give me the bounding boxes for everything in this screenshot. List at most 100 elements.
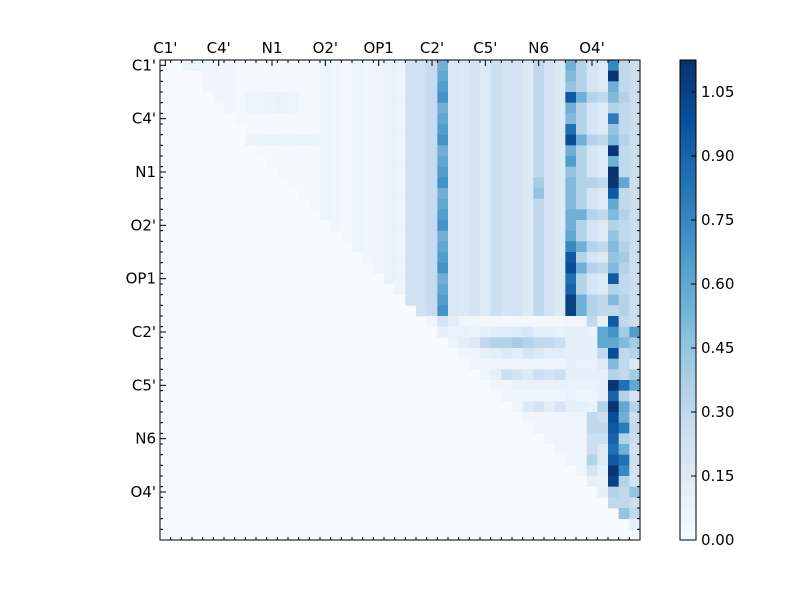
heatmap-cell — [394, 188, 406, 200]
heatmap-cell — [490, 145, 502, 157]
heatmap-cell — [522, 337, 534, 349]
heatmap-cell — [576, 284, 588, 296]
heatmap-cell — [373, 241, 385, 253]
heatmap-cell — [533, 220, 545, 232]
heatmap-cell — [394, 156, 406, 168]
heatmap-cell — [352, 92, 364, 104]
heatmap-cell — [384, 166, 396, 178]
heatmap-cell — [586, 262, 598, 274]
heatmap-cell — [629, 124, 641, 136]
heatmap-cell — [480, 188, 492, 200]
heatmap-cell — [394, 102, 406, 114]
heatmap-cell — [586, 156, 598, 168]
heatmap-cell — [565, 380, 577, 392]
heatmap-cell — [522, 252, 534, 264]
heatmap-cell — [586, 198, 598, 210]
heatmap-cell — [373, 230, 385, 242]
heatmap-cell — [544, 92, 556, 104]
heatmap-cell — [586, 124, 598, 136]
heatmap-cell — [309, 124, 321, 136]
heatmap-cell — [448, 209, 460, 221]
heatmap-cell — [341, 134, 353, 146]
heatmap-cell — [533, 294, 545, 306]
heatmap-cell — [576, 113, 588, 125]
heatmap-cell — [501, 369, 513, 381]
heatmap-cell — [597, 454, 609, 466]
heatmap-cell — [480, 198, 492, 210]
heatmap-cell — [608, 81, 620, 93]
heatmap-cell — [437, 124, 449, 136]
heatmap-cell — [629, 348, 641, 360]
heatmap-cell — [586, 305, 598, 317]
heatmap-cell — [618, 166, 630, 178]
heatmap-cell — [384, 113, 396, 125]
heatmap-cell — [394, 81, 406, 93]
heatmap-cell — [554, 262, 566, 274]
heatmap-cell — [448, 294, 460, 306]
heatmap-cell — [597, 220, 609, 232]
heatmap-cell — [533, 316, 545, 328]
heatmap-cell — [618, 284, 630, 296]
heatmap-cell — [597, 166, 609, 178]
heatmap-cell — [362, 60, 374, 72]
heatmap-cell — [597, 465, 609, 477]
heatmap-cell — [608, 145, 620, 157]
heatmap-cell — [245, 134, 257, 146]
heatmap-cell — [608, 326, 620, 338]
heatmap-cell — [554, 188, 566, 200]
heatmap-cell — [266, 134, 278, 146]
heatmap-cell — [480, 70, 492, 82]
heatmap-cell — [480, 337, 492, 349]
heatmap-cell — [277, 81, 289, 93]
heatmap-cell — [256, 92, 268, 104]
heatmap-cell — [394, 113, 406, 125]
heatmap-cell — [586, 348, 598, 360]
heatmap-cell — [544, 348, 556, 360]
heatmap-cell — [544, 316, 556, 328]
heatmap-cell — [501, 390, 513, 402]
heatmap-cell — [608, 412, 620, 424]
heatmap-cell — [437, 241, 449, 253]
heatmap-cell — [277, 156, 289, 168]
heatmap-cell — [544, 401, 556, 413]
heatmap-cell — [416, 124, 428, 136]
heatmap-cell — [629, 113, 641, 125]
heatmap-cell — [384, 81, 396, 93]
heatmap-cell — [512, 220, 524, 232]
heatmap-cell — [384, 252, 396, 264]
heatmap-cell — [586, 294, 598, 306]
heatmap-cell — [565, 102, 577, 114]
heatmap-cell — [362, 124, 374, 136]
heatmap-cell — [629, 422, 641, 434]
heatmap-cell — [384, 188, 396, 200]
heatmap-cell — [565, 124, 577, 136]
heatmap-cell — [597, 358, 609, 370]
heatmap-cell — [405, 102, 417, 114]
heatmap-cell — [618, 113, 630, 125]
heatmap-cell — [266, 92, 278, 104]
heatmap-cell — [480, 305, 492, 317]
heatmap-cell — [597, 252, 609, 264]
heatmap-cell — [437, 166, 449, 178]
heatmap-cell — [480, 230, 492, 242]
heatmap-cell — [320, 124, 332, 136]
heatmap-cell — [544, 102, 556, 114]
heatmap-cell — [437, 220, 449, 232]
heatmap-cell — [256, 124, 268, 136]
heatmap-cell — [565, 177, 577, 189]
heatmap-cell — [576, 454, 588, 466]
heatmap-cell — [554, 348, 566, 360]
heatmap-cell — [448, 177, 460, 189]
heatmap-cell — [469, 60, 481, 72]
heatmap-cell — [362, 166, 374, 178]
heatmap-cell — [565, 273, 577, 285]
heatmap-cell — [373, 92, 385, 104]
heatmap-cell — [437, 60, 449, 72]
heatmap-cell — [522, 326, 534, 338]
heatmap-cell — [618, 230, 630, 242]
heatmap-cell — [362, 209, 374, 221]
heatmap-cell — [405, 134, 417, 146]
heatmap-cell — [245, 92, 257, 104]
heatmap-cell — [426, 209, 438, 221]
heatmap-cell — [384, 92, 396, 104]
